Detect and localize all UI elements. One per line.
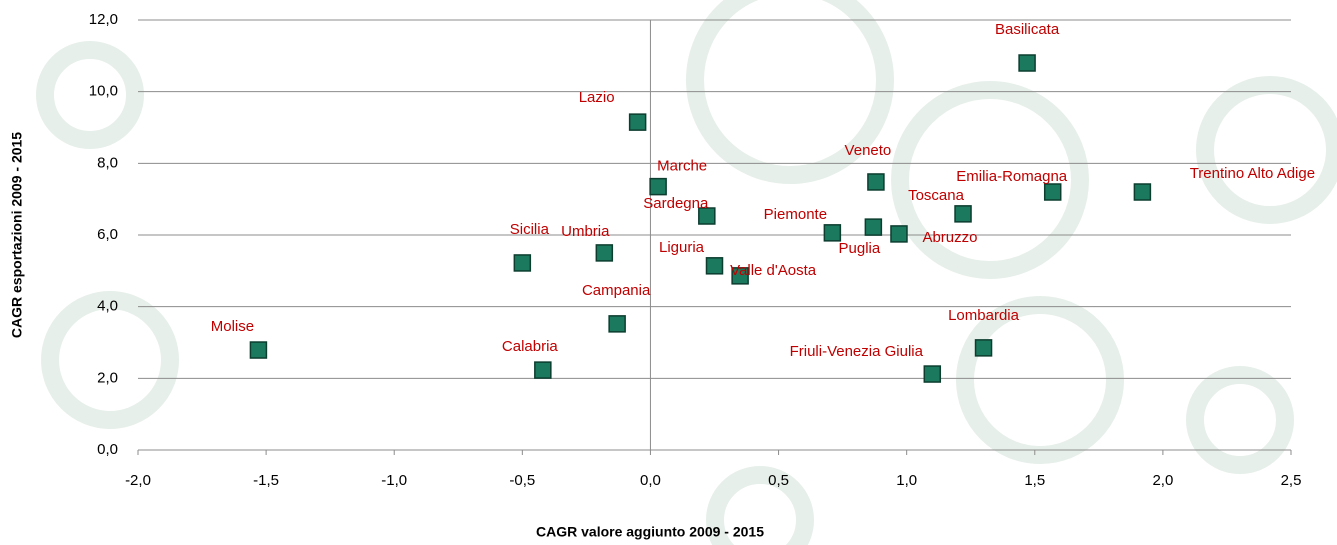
- chart: CAGR valore aggiunto 2009 - 2015 CAGR es…: [0, 0, 1337, 545]
- marker: [955, 206, 971, 222]
- marker: [630, 114, 646, 130]
- marker: [707, 258, 723, 274]
- point-label: Toscana: [908, 187, 965, 204]
- x-tick-label: 1,5: [1024, 472, 1045, 489]
- point-label: Piemonte: [764, 206, 827, 223]
- marker: [1134, 184, 1150, 200]
- marker: [891, 226, 907, 242]
- marker: [1019, 55, 1035, 71]
- marker: [924, 366, 940, 382]
- x-tick-label: 2,0: [1152, 472, 1173, 489]
- x-tick-label: 0,0: [640, 472, 661, 489]
- x-tick-label: 0,5: [768, 472, 789, 489]
- point-label: Lombardia: [948, 307, 1020, 324]
- x-tick-label: -1,5: [253, 472, 279, 489]
- marker: [824, 225, 840, 241]
- point-label: Emilia-Romagna: [956, 168, 1068, 185]
- point-label: Puglia: [839, 240, 881, 257]
- marker: [514, 255, 530, 271]
- background-gears: [45, 0, 1335, 545]
- x-axis-title: CAGR valore aggiunto 2009 - 2015: [536, 524, 764, 540]
- point-label: Calabria: [502, 338, 559, 355]
- point-label: Basilicata: [995, 21, 1060, 38]
- point-label: Campania: [582, 282, 651, 299]
- marker: [650, 179, 666, 195]
- marker: [596, 245, 612, 261]
- marker: [535, 362, 551, 378]
- y-tick-label: 4,0: [97, 298, 118, 315]
- marker: [250, 342, 266, 358]
- point-label: Abruzzo: [922, 229, 977, 246]
- point-label: Sardegna: [643, 195, 709, 212]
- y-tick-label: 10,0: [89, 83, 118, 100]
- x-tick-label: 1,0: [896, 472, 917, 489]
- y-tick-label: 6,0: [97, 226, 118, 243]
- y-tick-label: 12,0: [89, 11, 118, 28]
- marker: [976, 340, 992, 356]
- point-label: Lazio: [579, 89, 615, 106]
- point-label: Molise: [211, 318, 254, 335]
- y-tick-label: 0,0: [97, 441, 118, 458]
- point-label: Umbria: [561, 223, 610, 240]
- marker: [609, 316, 625, 332]
- point-label: Marche: [657, 158, 707, 175]
- point-label: Sicilia: [510, 221, 550, 238]
- point-label: Friuli-Venezia Giulia: [790, 343, 924, 360]
- y-tick-label: 2,0: [97, 369, 118, 386]
- x-tick-label: -0,5: [509, 472, 535, 489]
- marker: [868, 174, 884, 190]
- marker: [1045, 184, 1061, 200]
- point-label: Liguria: [659, 239, 705, 256]
- point-label: Valle d'Aosta: [730, 262, 817, 279]
- point-label: Veneto: [845, 142, 892, 159]
- x-tick-label: -1,0: [381, 472, 407, 489]
- point-label: Trentino Alto Adige: [1190, 165, 1315, 182]
- x-tick-label: -2,0: [125, 472, 151, 489]
- y-tick-label: 8,0: [97, 154, 118, 171]
- x-tick-label: 2,5: [1281, 472, 1302, 489]
- marker: [865, 219, 881, 235]
- y-axis-title: CAGR esportazioni 2009 - 2015: [9, 132, 25, 338]
